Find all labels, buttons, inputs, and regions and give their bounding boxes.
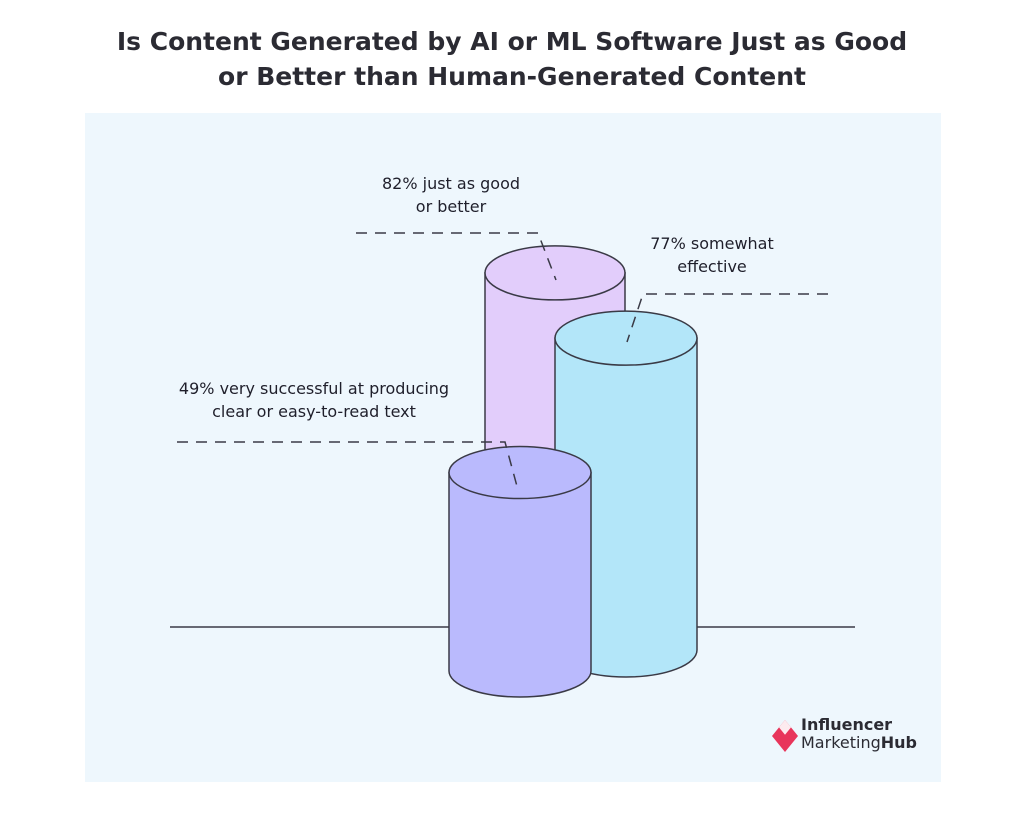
chart-title-line2: or Better than Human-Generated Content — [218, 62, 806, 91]
annotation-49-line1: 49% very successful at producing — [178, 379, 450, 398]
annotation-77: 77% somewhat effective — [612, 232, 812, 278]
logo-text-line1: Influencer — [801, 715, 893, 734]
cylinder-49-top — [448, 445, 592, 500]
chart-title-line1: Is Content Generated by AI or ML Softwar… — [116, 27, 908, 56]
logo-mark-icon — [772, 720, 798, 752]
annotation-49-line2: clear or easy-to-read text — [212, 402, 416, 421]
leader-line-77 — [626, 293, 828, 343]
annotation-77-line1: 77% somewhat — [650, 234, 774, 253]
cylinder-49 — [448, 445, 592, 698]
annotation-82: 82% just as good or better — [346, 172, 556, 218]
logo-text-line2: MarketingHub — [801, 734, 917, 752]
annotation-82-line1: 82% just as good — [381, 174, 521, 193]
annotation-77-line2: effective — [677, 257, 747, 276]
logo-text-marketing: Marketing — [801, 733, 881, 752]
logo-text-hub: Hub — [880, 733, 917, 752]
leader-line-82 — [356, 232, 557, 281]
annotation-49: 49% very successful at producing clear o… — [150, 377, 478, 423]
cylinder-82-top — [484, 245, 626, 301]
annotation-82-line2: or better — [415, 197, 487, 216]
logo-text: Influencer MarketingHub — [801, 716, 917, 752]
leader-line-49 — [177, 441, 519, 491]
cylinder-77-top — [554, 310, 698, 366]
chart-title: Is Content Generated by AI or ML Softwar… — [0, 24, 1024, 94]
cylinder-49-body — [448, 471, 592, 698]
